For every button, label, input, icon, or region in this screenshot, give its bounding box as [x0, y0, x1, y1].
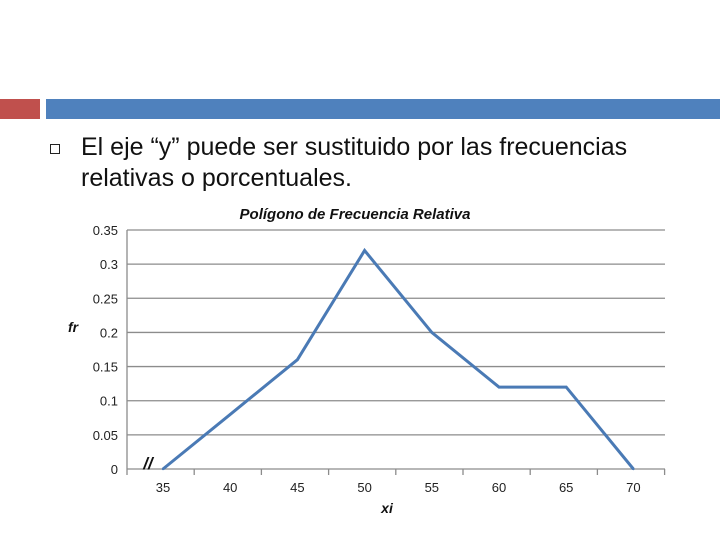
x-tick-label: 60 [492, 480, 506, 495]
header-accent-red [0, 99, 40, 119]
x-tick-label: 65 [559, 480, 573, 495]
x-tick-label: 40 [223, 480, 237, 495]
data-point [430, 331, 433, 334]
data-point [229, 413, 232, 416]
data-point [632, 467, 635, 471]
bullet-text: El eje “y” puede ser sustituido por las … [81, 133, 628, 192]
y-axis-label: fr [68, 319, 80, 335]
y-tick-label: 0.2 [100, 325, 118, 340]
x-tick-label: 45 [290, 480, 304, 495]
grid-layer [126, 229, 666, 475]
data-point [565, 385, 568, 389]
axis-break-marker: // [142, 454, 155, 473]
series-line [162, 247, 635, 471]
data-point [363, 249, 366, 252]
y-tick-label: 0.05 [93, 428, 118, 443]
x-axis-label: xi [380, 500, 394, 516]
data-point [497, 385, 501, 389]
data-point [296, 358, 299, 361]
y-tick-labels: 0 0.05 0.1 0.15 0.2 0.25 0.3 0.35 [93, 223, 118, 477]
y-tick-label: 0.35 [93, 223, 118, 238]
y-tick-label: 0.3 [100, 257, 118, 272]
x-tick-label: 70 [626, 480, 640, 495]
x-tick-label: 35 [156, 480, 170, 495]
y-tick-label: 0 [111, 462, 118, 477]
y-tick-label: 0.1 [100, 394, 118, 409]
series-line-layer [161, 247, 635, 471]
data-point [161, 467, 165, 471]
chart-title: Polígono de Frecuencia Relativa [240, 206, 471, 223]
x-tick-label: 55 [425, 480, 439, 495]
x-tick-label: 50 [357, 480, 371, 495]
square-bullet-icon [50, 144, 60, 154]
y-tick-label: 0.15 [93, 360, 118, 375]
x-tick-labels: 35 40 45 50 55 60 65 70 [156, 480, 641, 495]
y-tick-label: 0.25 [93, 291, 118, 306]
header-accent-blue [46, 99, 720, 119]
